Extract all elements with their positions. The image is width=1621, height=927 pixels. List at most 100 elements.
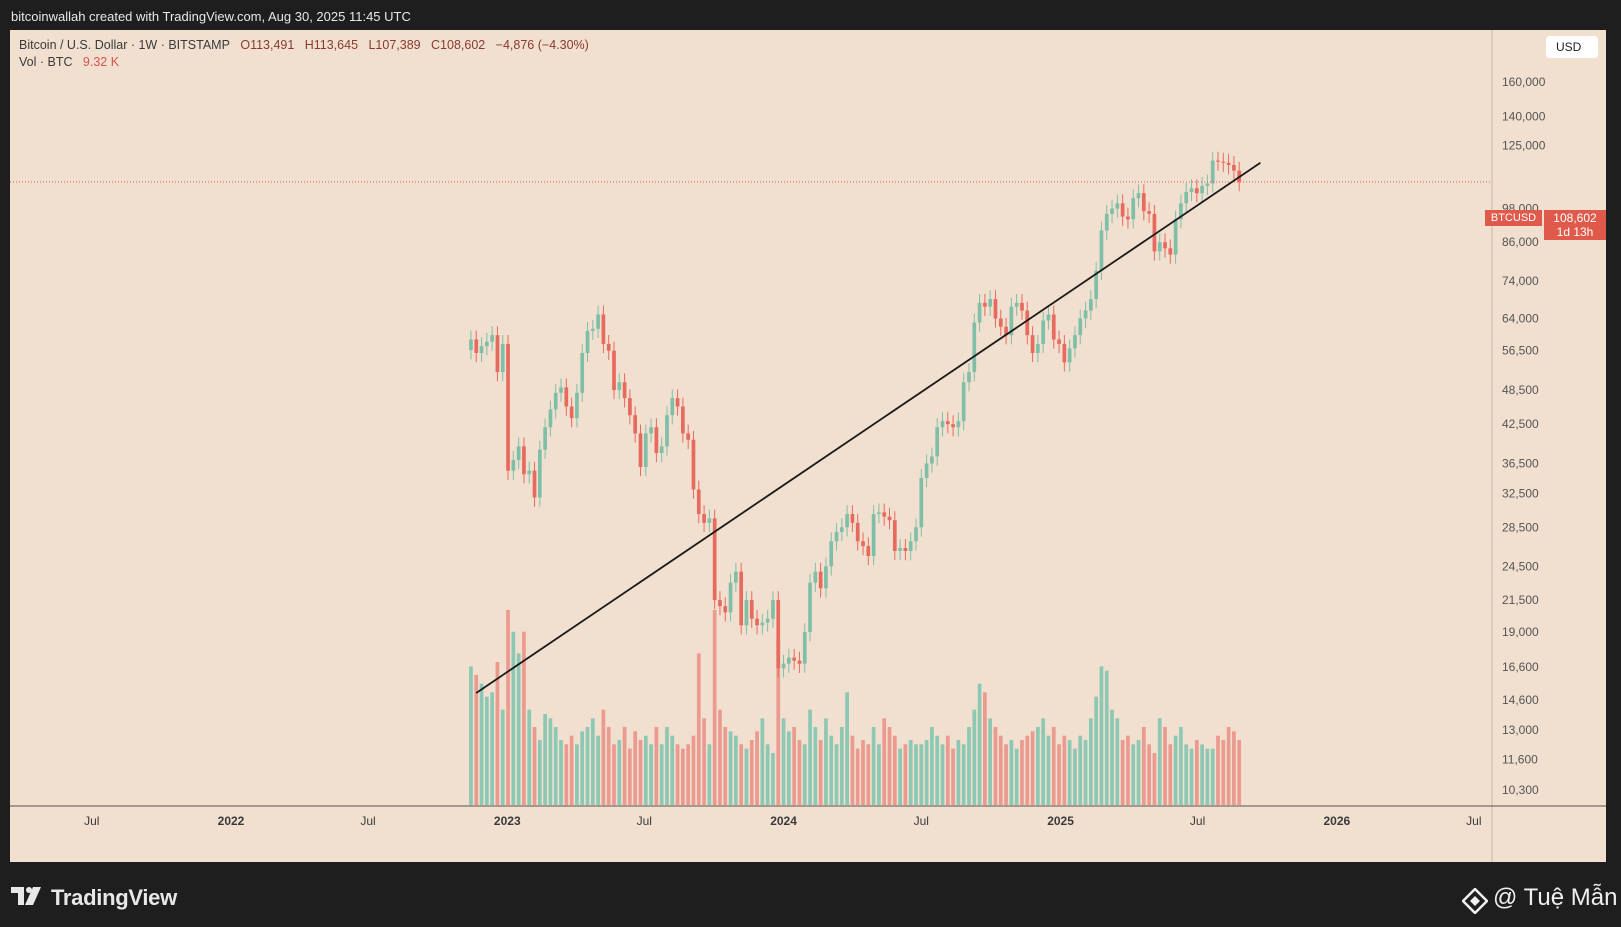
- candle-body: [855, 522, 860, 542]
- legend-symbol: Bitcoin / U.S. Dollar · 1W · BITSTAMP: [19, 38, 230, 52]
- time-tick-label: Jul: [360, 814, 375, 828]
- volume-bar: [892, 735, 897, 805]
- candle-body: [1163, 242, 1167, 249]
- candle-body: [797, 660, 802, 664]
- price-tick-label: 160,000: [1502, 75, 1546, 89]
- volume-bar: [755, 731, 759, 805]
- volume-bar: [781, 718, 786, 805]
- volume-bar: [1210, 748, 1215, 805]
- volume-bar: [702, 718, 706, 805]
- candle-body: [776, 600, 781, 669]
- volume-bar: [654, 727, 659, 805]
- candle-body: [532, 470, 537, 498]
- currency-selector[interactable]: USD: [1546, 36, 1598, 58]
- candle-body: [1157, 242, 1162, 252]
- price-tick-label: 48,500: [1502, 383, 1539, 397]
- candle-body: [527, 470, 532, 475]
- volume-bar: [659, 744, 664, 805]
- legend-close: C108,602: [431, 38, 486, 52]
- candle-body: [824, 566, 828, 589]
- volume-bar: [776, 640, 781, 805]
- candle-body: [469, 339, 473, 351]
- volume-bar: [1030, 731, 1035, 805]
- tradingview-logo-icon: [11, 887, 41, 905]
- volume-bar: [1189, 748, 1194, 805]
- volume-bar: [882, 718, 887, 805]
- candle-body: [1104, 213, 1109, 231]
- volume-bar: [887, 727, 892, 805]
- volume-bar: [474, 675, 479, 805]
- volume-bar: [903, 744, 908, 805]
- candle-body: [1232, 165, 1236, 171]
- candle-body: [829, 541, 834, 567]
- volume-bar: [1067, 740, 1072, 805]
- volume-bar: [945, 735, 950, 805]
- volume-bar: [808, 709, 812, 805]
- volume-bar: [935, 735, 940, 805]
- volume-bar: [818, 740, 823, 805]
- price-chart[interactable]: 10,300 11,600 13,000 14,600 16,600 19,000 21,5…: [10, 30, 1606, 862]
- candle-body: [516, 446, 521, 460]
- candle-body: [1009, 306, 1014, 336]
- volume-bar: [569, 735, 574, 805]
- candle-body: [961, 382, 966, 422]
- candle-body: [628, 398, 632, 416]
- candle-body: [1205, 183, 1210, 186]
- price-tick-label: 32,500: [1502, 486, 1539, 500]
- candle-body: [612, 350, 616, 391]
- volume-bar: [1088, 718, 1093, 805]
- volume-bar: [739, 744, 744, 805]
- candle-body: [1226, 162, 1231, 166]
- volume-bar: [951, 748, 955, 805]
- price-tick-label: 28,500: [1502, 520, 1539, 534]
- volume-bar: [1216, 735, 1220, 805]
- volume-bar: [628, 748, 632, 805]
- price-tick-label: 74,000: [1502, 274, 1539, 288]
- candle-body: [522, 446, 526, 475]
- symbol-price-badge: BTCUSD: [1485, 210, 1542, 226]
- candle-body: [569, 406, 574, 419]
- candle-body: [1078, 318, 1083, 336]
- volume-bar: [1136, 740, 1141, 805]
- ohlc-legend: Bitcoin / U.S. Dollar · 1W · BITSTAMP O1…: [19, 38, 589, 52]
- candle-body: [1041, 320, 1046, 344]
- chart-panel[interactable]: 10,300 11,600 13,000 14,600 16,600 19,000 21,5…: [10, 30, 1606, 862]
- volume-bar: [813, 727, 818, 805]
- candle-body: [1120, 203, 1125, 217]
- volume-bar: [1078, 735, 1083, 805]
- price-tick-label: 64,000: [1502, 312, 1539, 326]
- candle-body: [781, 663, 786, 669]
- volume-bar: [723, 727, 728, 805]
- volume-bar: [495, 662, 500, 805]
- price-tick-label: 21,500: [1502, 593, 1539, 607]
- bar-countdown: 1d 13h: [1556, 225, 1594, 239]
- legend-low: L107,389: [368, 38, 421, 52]
- candle-body: [548, 409, 553, 428]
- candle-body: [1025, 310, 1030, 336]
- candle-body: [506, 343, 510, 471]
- candle-body: [951, 424, 955, 428]
- price-tick-label: 86,000: [1502, 235, 1539, 249]
- volume-bar: [983, 692, 987, 805]
- candle-body: [543, 427, 547, 450]
- watermark-text: @ Tuệ Mẫn: [1493, 884, 1618, 911]
- candle-body: [861, 541, 865, 547]
- legend-open: O113,491: [240, 38, 295, 52]
- candle-body: [712, 518, 717, 601]
- volume-bar: [548, 718, 553, 805]
- candle-body: [967, 372, 971, 383]
- volume-bar: [1221, 740, 1226, 805]
- price-tick-label: 36,500: [1502, 456, 1539, 470]
- volume-bar: [765, 744, 770, 805]
- volume-bar: [559, 740, 563, 805]
- candle-body: [839, 527, 844, 532]
- candle-body: [1173, 219, 1178, 255]
- volume-bar: [590, 718, 595, 805]
- price-tick-label: 10,300: [1502, 783, 1539, 797]
- candle-body: [988, 299, 993, 307]
- volume-bar: [771, 753, 775, 805]
- time-tick-label: Jul: [84, 814, 99, 828]
- candle-body: [596, 314, 600, 329]
- candle-body: [696, 489, 701, 515]
- volume-bar: [1104, 670, 1109, 805]
